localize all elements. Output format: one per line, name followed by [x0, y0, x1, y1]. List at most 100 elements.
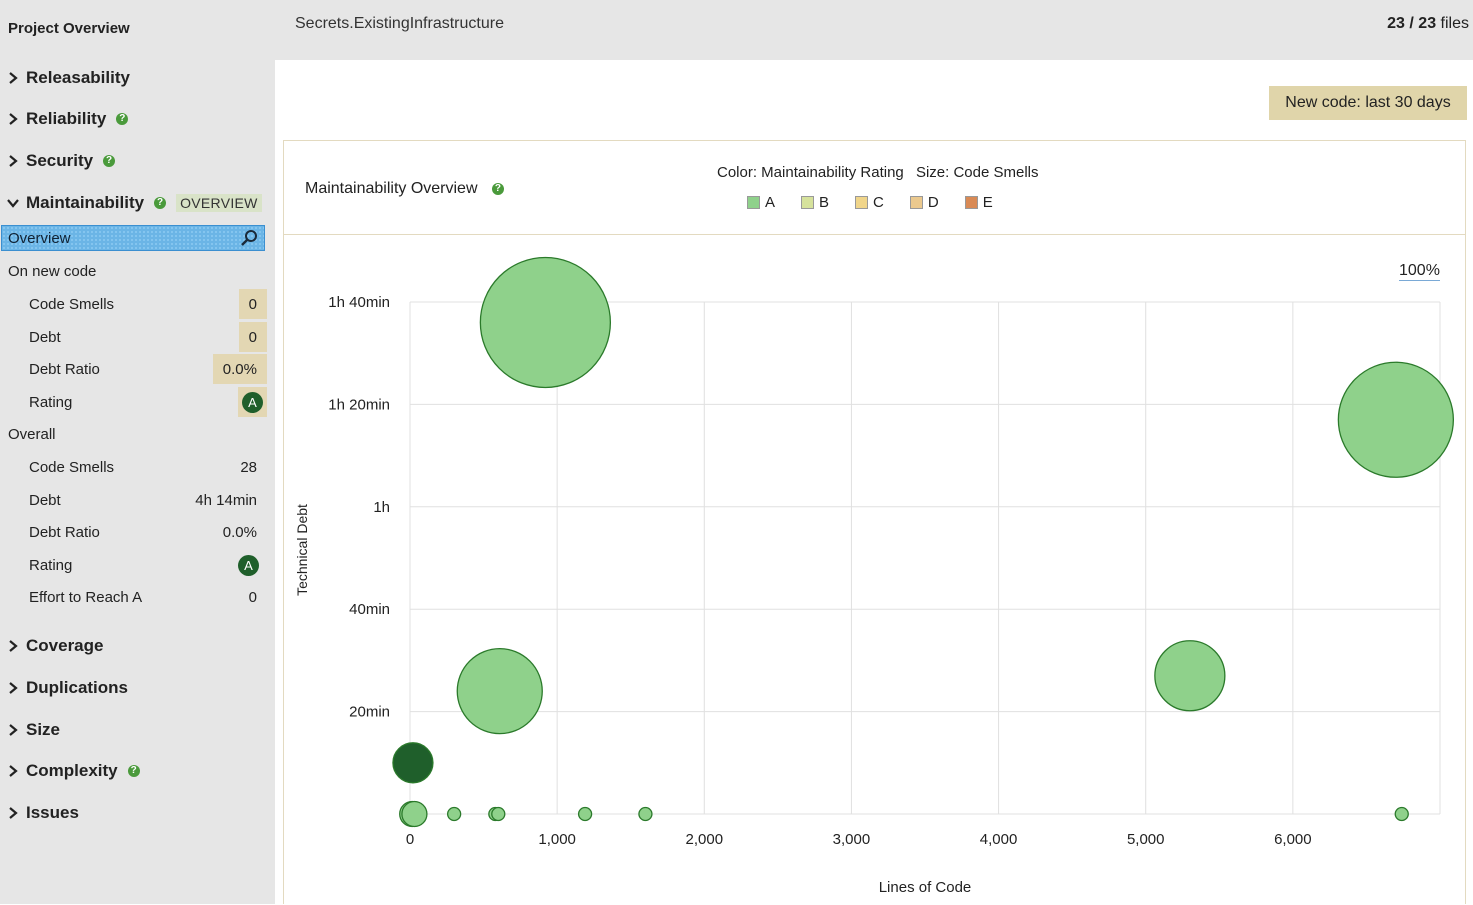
- zoom-level[interactable]: 100%: [1399, 262, 1440, 281]
- sidebar-item-duplications[interactable]: Duplications: [6, 676, 128, 700]
- metric-label: Debt Ratio: [29, 360, 100, 378]
- x-tick-label: 2,000: [686, 831, 724, 848]
- metric-value: 28: [240, 458, 257, 476]
- data-point[interactable]: [577, 806, 593, 822]
- x-tick-label: 0: [406, 831, 414, 848]
- bubble-chart: 20min 40min 1h 1h 20min 1h 40min 0 1,000 2,000 3…: [294, 256, 1455, 896]
- metric-label: Debt Ratio: [29, 523, 100, 541]
- metric-value: 4h 14min: [195, 491, 257, 509]
- new-code-period-button[interactable]: New code: last 30 days: [1269, 86, 1467, 120]
- chevron-right-icon: [9, 765, 18, 777]
- metric-value: 0: [238, 322, 267, 352]
- y-tick-label: 1h 20min: [328, 396, 390, 413]
- sidebar-item-size[interactable]: Size: [6, 718, 60, 742]
- overview-tag[interactable]: OVERVIEW: [176, 194, 262, 212]
- metric-row-rating[interactable]: Rating A: [29, 550, 267, 580]
- chevron-right-icon: [9, 724, 18, 736]
- metric-label: Effort to Reach A: [29, 588, 143, 606]
- chevron-right-icon: [9, 640, 18, 652]
- data-point[interactable]: [491, 806, 506, 822]
- legend-item-b[interactable]: B: [801, 194, 829, 211]
- help-icon[interactable]: ?: [116, 113, 129, 125]
- legend-label: C: [873, 194, 884, 211]
- data-point[interactable]: [401, 800, 428, 828]
- file-count-value: 23 / 23: [1387, 15, 1437, 32]
- metric-row-debt[interactable]: Debt 4h 14min: [29, 485, 267, 515]
- metric-row-rating-new[interactable]: Rating A: [29, 387, 267, 417]
- maintainability-panel: Maintainability Overview ? Color: Mainta…: [283, 140, 1466, 904]
- sidebar-item-label: Coverage: [26, 636, 104, 655]
- x-tick-label: 5,000: [1127, 831, 1165, 848]
- rating-badge: A: [242, 391, 263, 413]
- help-icon[interactable]: ?: [103, 155, 116, 167]
- data-point[interactable]: [456, 647, 543, 735]
- chevron-right-icon: [9, 155, 18, 167]
- breadcrumb: Secrets.ExistingInfrastructure: [295, 15, 504, 32]
- sidebar-item-reliability[interactable]: Reliability ?: [6, 107, 129, 131]
- legend: A B C D E: [747, 194, 993, 211]
- legend-swatch: [964, 196, 978, 209]
- metric-row-debt-ratio[interactable]: Debt Ratio 0.0%: [29, 517, 267, 547]
- overall-heading: Overall: [8, 426, 56, 443]
- metric-label: Code Smells: [29, 295, 115, 313]
- file-count: 23 / 23 files: [1387, 15, 1469, 33]
- data-point[interactable]: [479, 256, 612, 389]
- x-axis-title: Lines of Code: [879, 879, 972, 896]
- metric-label: Rating: [29, 556, 73, 574]
- data-point[interactable]: [638, 806, 653, 822]
- x-tick-label: 6,000: [1274, 831, 1312, 848]
- legend-item-a[interactable]: A: [747, 194, 775, 211]
- help-icon[interactable]: ?: [127, 765, 140, 777]
- data-point[interactable]: [1394, 806, 1409, 822]
- sidebar-item-releasability[interactable]: Releasability: [6, 66, 130, 90]
- sidebar-item-label: Reliability: [26, 109, 107, 128]
- metric-value: 0: [248, 588, 257, 606]
- sidebar-title: Project Overview: [8, 20, 130, 37]
- chevron-down-icon: [7, 199, 19, 208]
- legend-label: D: [927, 194, 939, 211]
- metric-row-debt-ratio-new[interactable]: Debt Ratio 0.0%: [29, 354, 267, 384]
- legend-caption: Color: Maintainability Rating Size: Code…: [717, 164, 1047, 181]
- legend-item-c[interactable]: C: [855, 194, 884, 211]
- legend-swatch: [855, 196, 869, 209]
- sidebar-item-overview[interactable]: Overview: [1, 225, 265, 251]
- y-tick-label: 1h: [373, 499, 390, 516]
- legend-swatch: [909, 196, 923, 209]
- y-tick-label: 20min: [349, 704, 390, 721]
- metric-label: Code Smells: [29, 458, 115, 476]
- search-icon[interactable]: [240, 229, 258, 247]
- metric-row-debt-new[interactable]: Debt 0: [29, 322, 267, 352]
- x-tick-label: 3,000: [833, 831, 871, 848]
- data-point[interactable]: [1154, 640, 1226, 712]
- metric-value: 0.0%: [212, 354, 267, 384]
- sidebar-item-label: Overview: [8, 229, 71, 247]
- metric-label: Debt: [29, 491, 61, 509]
- top-bar: Secrets.ExistingInfrastructure 23 / 23 f…: [275, 0, 1473, 60]
- sidebar-item-label: Complexity: [26, 761, 118, 780]
- metric-label: Debt: [29, 328, 61, 346]
- metric-row-code-smells[interactable]: Code Smells 28: [29, 452, 267, 482]
- legend-item-e[interactable]: E: [964, 194, 993, 211]
- panel-header: Maintainability Overview ? Color: Mainta…: [284, 141, 1465, 235]
- metric-label: Rating: [29, 393, 73, 411]
- metric-row-code-smells-new[interactable]: Code Smells 0: [29, 289, 267, 319]
- sidebar-item-label: Size: [26, 720, 61, 739]
- legend-swatch: [801, 196, 815, 209]
- help-icon[interactable]: ?: [491, 182, 504, 195]
- metric-value: 0.0%: [222, 523, 257, 541]
- sidebar-item-coverage[interactable]: Coverage: [6, 634, 103, 658]
- legend-swatch: [747, 196, 760, 209]
- x-tick-label: 1,000: [538, 831, 576, 848]
- metric-row-effort[interactable]: Effort to Reach A 0: [29, 582, 267, 612]
- data-point[interactable]: [1337, 361, 1455, 478]
- sidebar-item-maintainability[interactable]: Maintainability ? OVERVIEW: [6, 191, 262, 215]
- help-icon[interactable]: ?: [154, 197, 167, 209]
- sidebar-item-label: Security: [26, 151, 94, 170]
- data-point[interactable]: [446, 806, 462, 822]
- rating-badge: A: [238, 554, 259, 576]
- data-point[interactable]: [392, 742, 434, 784]
- sidebar-item-issues[interactable]: Issues: [6, 801, 79, 825]
- legend-item-d[interactable]: D: [909, 194, 939, 211]
- sidebar-item-complexity[interactable]: Complexity ?: [6, 759, 140, 783]
- sidebar-item-security[interactable]: Security ?: [6, 149, 116, 173]
